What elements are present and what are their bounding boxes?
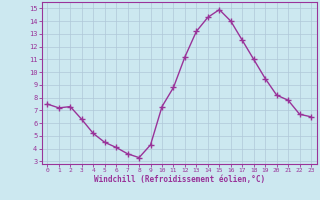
X-axis label: Windchill (Refroidissement éolien,°C): Windchill (Refroidissement éolien,°C) [94,175,265,184]
